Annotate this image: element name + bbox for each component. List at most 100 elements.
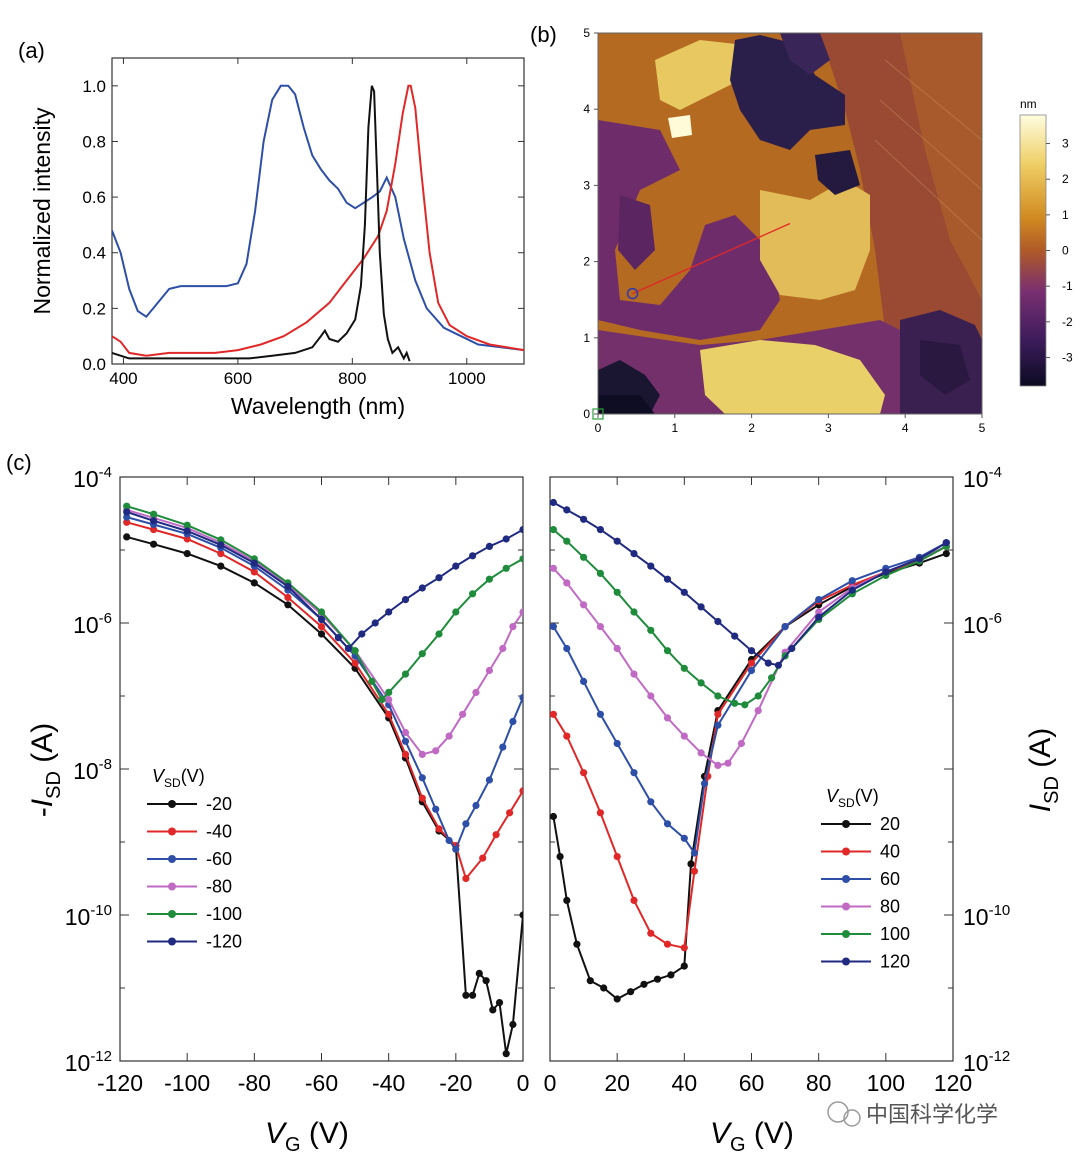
data-point <box>647 798 655 806</box>
data-point <box>502 1050 510 1058</box>
data-point <box>250 579 258 587</box>
data-point <box>418 794 426 802</box>
data-point <box>697 749 705 757</box>
data-point <box>596 710 605 718</box>
panel-a-ylabel: Normalized intensity <box>29 107 55 315</box>
data-point <box>687 860 695 868</box>
panel-c-left-ticks: -120 -100 -80 -60 -40 -20 0 10-4 10-6 10-8 10-10 10… <box>65 464 530 1096</box>
data-point <box>815 608 823 616</box>
data-point <box>596 569 605 578</box>
data-point <box>774 661 783 669</box>
data-point <box>284 593 292 602</box>
colorbar-tick-label: -2 <box>1062 315 1073 329</box>
data-point <box>482 977 490 985</box>
data-point <box>724 759 732 767</box>
data-point <box>915 555 924 563</box>
data-point <box>519 787 523 795</box>
data-point <box>580 515 588 523</box>
data-point <box>747 647 756 655</box>
data-point <box>563 732 571 740</box>
data-point <box>479 854 487 862</box>
data-point <box>680 834 688 842</box>
data-point <box>788 644 796 653</box>
data-point <box>630 608 638 616</box>
data-point <box>418 774 426 782</box>
x-tick-label: 2 <box>748 421 755 435</box>
y-tick-label: 2 <box>583 255 590 269</box>
data-point <box>502 564 510 572</box>
series-100 <box>552 528 947 706</box>
legend-label: -60 <box>206 849 232 869</box>
x-tick-label: 0 <box>544 1070 557 1096</box>
data-point <box>563 896 571 905</box>
data-point <box>680 732 688 740</box>
x-tick-label: 0 <box>595 421 602 435</box>
series--20 <box>126 535 523 1054</box>
data-point <box>217 536 225 544</box>
data-point <box>647 562 655 570</box>
data-point <box>401 750 410 759</box>
x-tick-label: 1000 <box>448 369 486 388</box>
data-point <box>344 644 352 653</box>
data-point <box>731 699 739 707</box>
legend-marker <box>168 827 176 836</box>
data-point <box>472 801 480 810</box>
data-point <box>848 577 856 585</box>
data-point <box>452 845 460 853</box>
data-point <box>630 550 638 558</box>
colorbar-tick-label: 1 <box>1062 208 1069 222</box>
data-point <box>613 853 621 861</box>
data-point <box>596 526 605 534</box>
data-point <box>630 670 638 678</box>
panel-c-left: -120 -100 -80 -60 -40 -20 0 10-4 10-6 10-8 10-10 10… <box>26 464 529 1156</box>
panel-a-ticks: 400 600 800 1000 0.0 0.2 0.4 0.6 0.8 1.0 <box>82 58 524 388</box>
data-point <box>435 630 443 638</box>
data-point <box>613 588 621 596</box>
panel-c-right-ylabel: ISD (A) <box>1024 728 1063 812</box>
data-point <box>183 550 191 558</box>
data-point <box>942 550 950 558</box>
legend-marker <box>168 855 176 863</box>
data-point <box>680 588 688 596</box>
legend-marker <box>168 800 176 808</box>
y-tick-label: 0.0 <box>82 355 106 374</box>
x-tick-label: 120 <box>934 1070 972 1096</box>
data-point <box>183 521 191 529</box>
data-point <box>690 867 699 875</box>
data-point <box>432 805 440 813</box>
data-point <box>502 535 510 543</box>
data-point <box>519 693 523 702</box>
data-point <box>550 812 557 821</box>
y-tick-label: 0.8 <box>82 132 106 151</box>
data-point <box>371 619 379 627</box>
colorbar-tick-label: 3 <box>1062 137 1069 151</box>
legend-marker <box>842 930 850 938</box>
legend-label: 60 <box>880 869 900 889</box>
data-point <box>690 849 699 857</box>
panel-c-right-ticks: 0 20 40 60 80 100 120 10-4 10-6 10-10 10-12 <box>544 464 1011 1096</box>
legend-label: 100 <box>880 924 910 944</box>
y-tick-label: 0.6 <box>82 188 106 207</box>
panel-c-right: 0 20 40 60 80 100 120 10-4 10-6 10-10 10-12 VSD(V)… <box>544 464 1063 1156</box>
data-point <box>697 603 705 611</box>
data-point <box>492 831 500 839</box>
y-tick-label: 10-10 <box>65 902 112 930</box>
legend-label: 80 <box>880 897 900 917</box>
data-point <box>714 617 722 626</box>
data-point <box>217 562 225 570</box>
y-tick-label: 10-6 <box>73 610 112 638</box>
data-point <box>462 991 470 999</box>
x-tick-label: -120 <box>97 1070 143 1096</box>
data-point <box>506 809 514 817</box>
watermark-text: 中国科学化学 <box>866 1102 998 1127</box>
data-point <box>596 623 605 631</box>
data-point <box>250 559 258 567</box>
x-tick-label: 4 <box>902 421 909 435</box>
data-point <box>613 644 621 653</box>
data-point <box>469 991 477 999</box>
data-point <box>714 761 722 770</box>
data-point <box>499 644 507 653</box>
panel-a-xlabel: Wavelength (nm) <box>231 393 405 419</box>
data-point <box>848 586 856 594</box>
data-point <box>781 623 789 631</box>
